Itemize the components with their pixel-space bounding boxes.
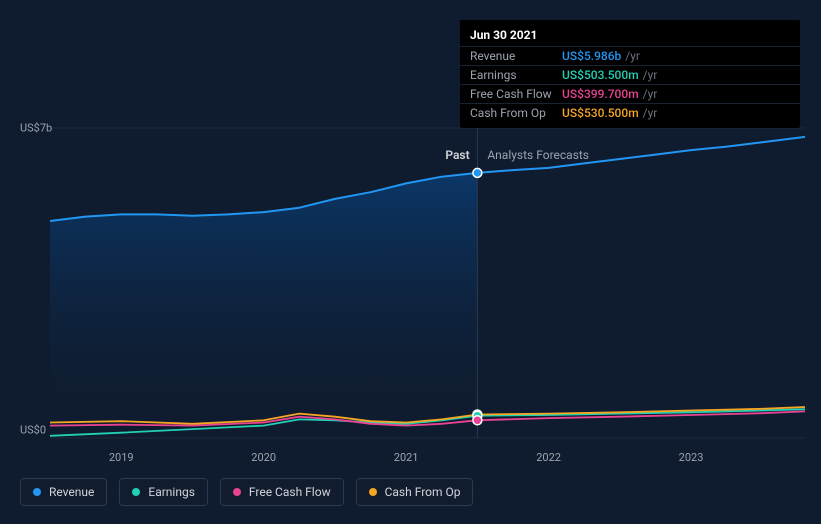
tooltip-row-fcf: Free Cash Flow US$399.700m /yr xyxy=(460,84,800,103)
tooltip-row-revenue: Revenue US$5.986b /yr xyxy=(460,46,800,65)
dot-icon xyxy=(33,488,41,496)
legend-label: Revenue xyxy=(49,485,94,499)
x-tick-2021: 2021 xyxy=(394,451,419,464)
x-tick-2019: 2019 xyxy=(109,451,134,464)
dot-icon xyxy=(369,488,377,496)
dot-icon xyxy=(132,488,140,496)
tooltip-label: Revenue xyxy=(470,49,562,63)
legend-item-cfo[interactable]: Cash From Op xyxy=(356,478,474,506)
tooltip-row-earnings: Earnings US$503.500m /yr xyxy=(460,65,800,84)
region-label-future: Analysts Forecasts xyxy=(487,148,589,162)
legend-item-earnings[interactable]: Earnings xyxy=(119,478,208,506)
tooltip-date: Jun 30 2021 xyxy=(460,26,800,46)
tooltip-label: Earnings xyxy=(470,68,562,82)
legend-label: Free Cash Flow xyxy=(249,485,331,499)
legend-label: Cash From Op xyxy=(385,485,461,499)
dot-icon xyxy=(233,488,241,496)
legend-item-revenue[interactable]: Revenue xyxy=(20,478,107,506)
tooltip-unit: /yr xyxy=(643,68,658,82)
legend-item-fcf[interactable]: Free Cash Flow xyxy=(220,478,344,506)
tooltip-unit: /yr xyxy=(625,49,640,63)
tooltip-row-cfo: Cash From Op US$530.500m /yr xyxy=(460,103,800,122)
tooltip-label: Free Cash Flow xyxy=(470,87,562,101)
y-tick-top: US$7b xyxy=(20,122,52,135)
x-tick-2022: 2022 xyxy=(536,451,561,464)
tooltip-value: US$503.500m xyxy=(562,68,639,82)
legend-label: Earnings xyxy=(148,485,195,499)
tooltip-unit: /yr xyxy=(643,106,658,120)
chart-container: US$7b US$0 2019 2020 2021 2022 2023 Past… xyxy=(0,0,821,524)
tooltip-label: Cash From Op xyxy=(470,106,562,120)
legend: Revenue Earnings Free Cash Flow Cash Fro… xyxy=(20,478,473,506)
tooltip-value: US$399.700m xyxy=(562,87,639,101)
tooltip-value: US$530.500m xyxy=(562,106,639,120)
tooltip-value: US$5.986b xyxy=(562,49,621,63)
x-tick-2020: 2020 xyxy=(251,451,276,464)
x-tick-2023: 2023 xyxy=(679,451,704,464)
tooltip-unit: /yr xyxy=(643,87,658,101)
tooltip: Jun 30 2021 Revenue US$5.986b /yr Earnin… xyxy=(460,20,800,128)
y-tick-bottom: US$0 xyxy=(20,424,46,437)
region-label-past: Past xyxy=(445,148,469,162)
